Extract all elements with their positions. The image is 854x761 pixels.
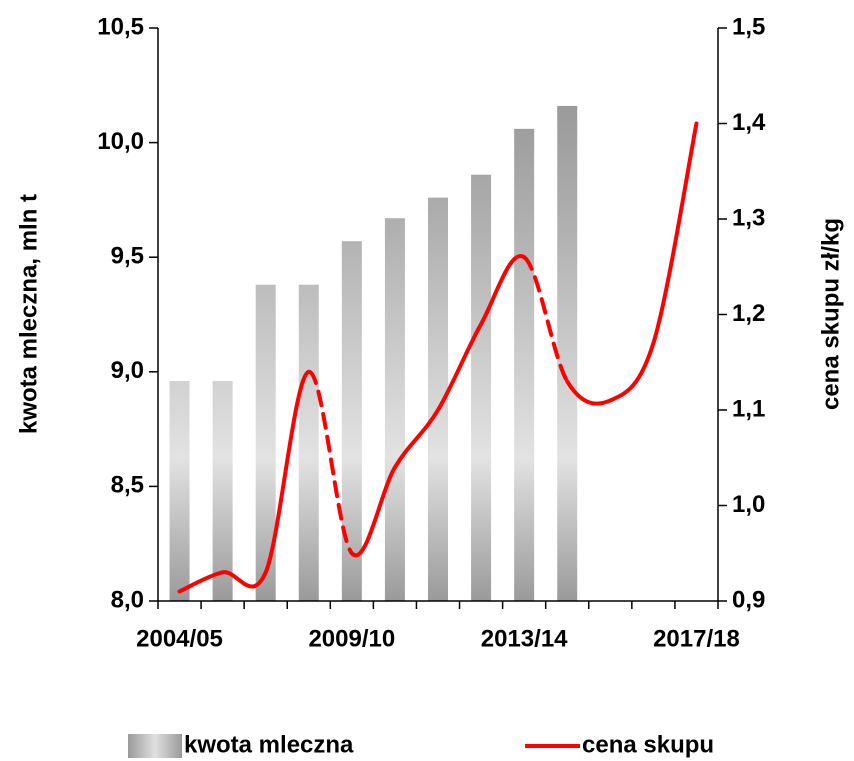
legend-swatch [128, 734, 182, 758]
y-tick-label: 8,0 [111, 586, 144, 613]
x-tick-label: 2004/05 [136, 625, 223, 652]
y2-tick-label: 1,3 [732, 204, 765, 231]
legend-label: kwota mleczna [184, 731, 354, 758]
y-tick-label: 10,5 [97, 13, 144, 40]
y2-tick-label: 1,1 [732, 395, 765, 422]
y2-tick-label: 1,5 [732, 13, 765, 40]
bar [212, 380, 233, 601]
bar [255, 284, 276, 601]
bar [428, 197, 448, 601]
x-tick-label: 2013/14 [481, 625, 568, 652]
x-tick-label: 2017/18 [653, 625, 740, 652]
line [565, 121, 699, 406]
line [349, 254, 527, 558]
y2-tick-label: 1,4 [732, 109, 766, 136]
bar [557, 105, 578, 601]
bar [471, 174, 492, 602]
line [177, 369, 311, 594]
line-dashed [306, 369, 354, 556]
y2-tick-label: 1,2 [732, 300, 765, 327]
bar [298, 284, 319, 601]
bar [384, 218, 405, 601]
line-dashed [522, 255, 570, 384]
y-tick-label: 8,5 [111, 472, 144, 499]
y-tick-label: 9,5 [111, 243, 144, 270]
y-tick-label: 9,0 [111, 357, 144, 384]
x-tick-label: 2009/10 [308, 625, 395, 652]
bar [341, 241, 362, 601]
y-axis-title: kwota mleczna, mln t [15, 194, 42, 434]
legend-label: cena skupu [582, 731, 714, 758]
y2-tick-label: 1,0 [732, 491, 765, 518]
bar [514, 128, 535, 601]
y2-tick-label: 0,9 [732, 586, 765, 613]
y2-axis-title: cena skupu zł/kg [817, 218, 844, 410]
y-tick-label: 10,0 [97, 128, 144, 155]
bar [169, 380, 190, 601]
